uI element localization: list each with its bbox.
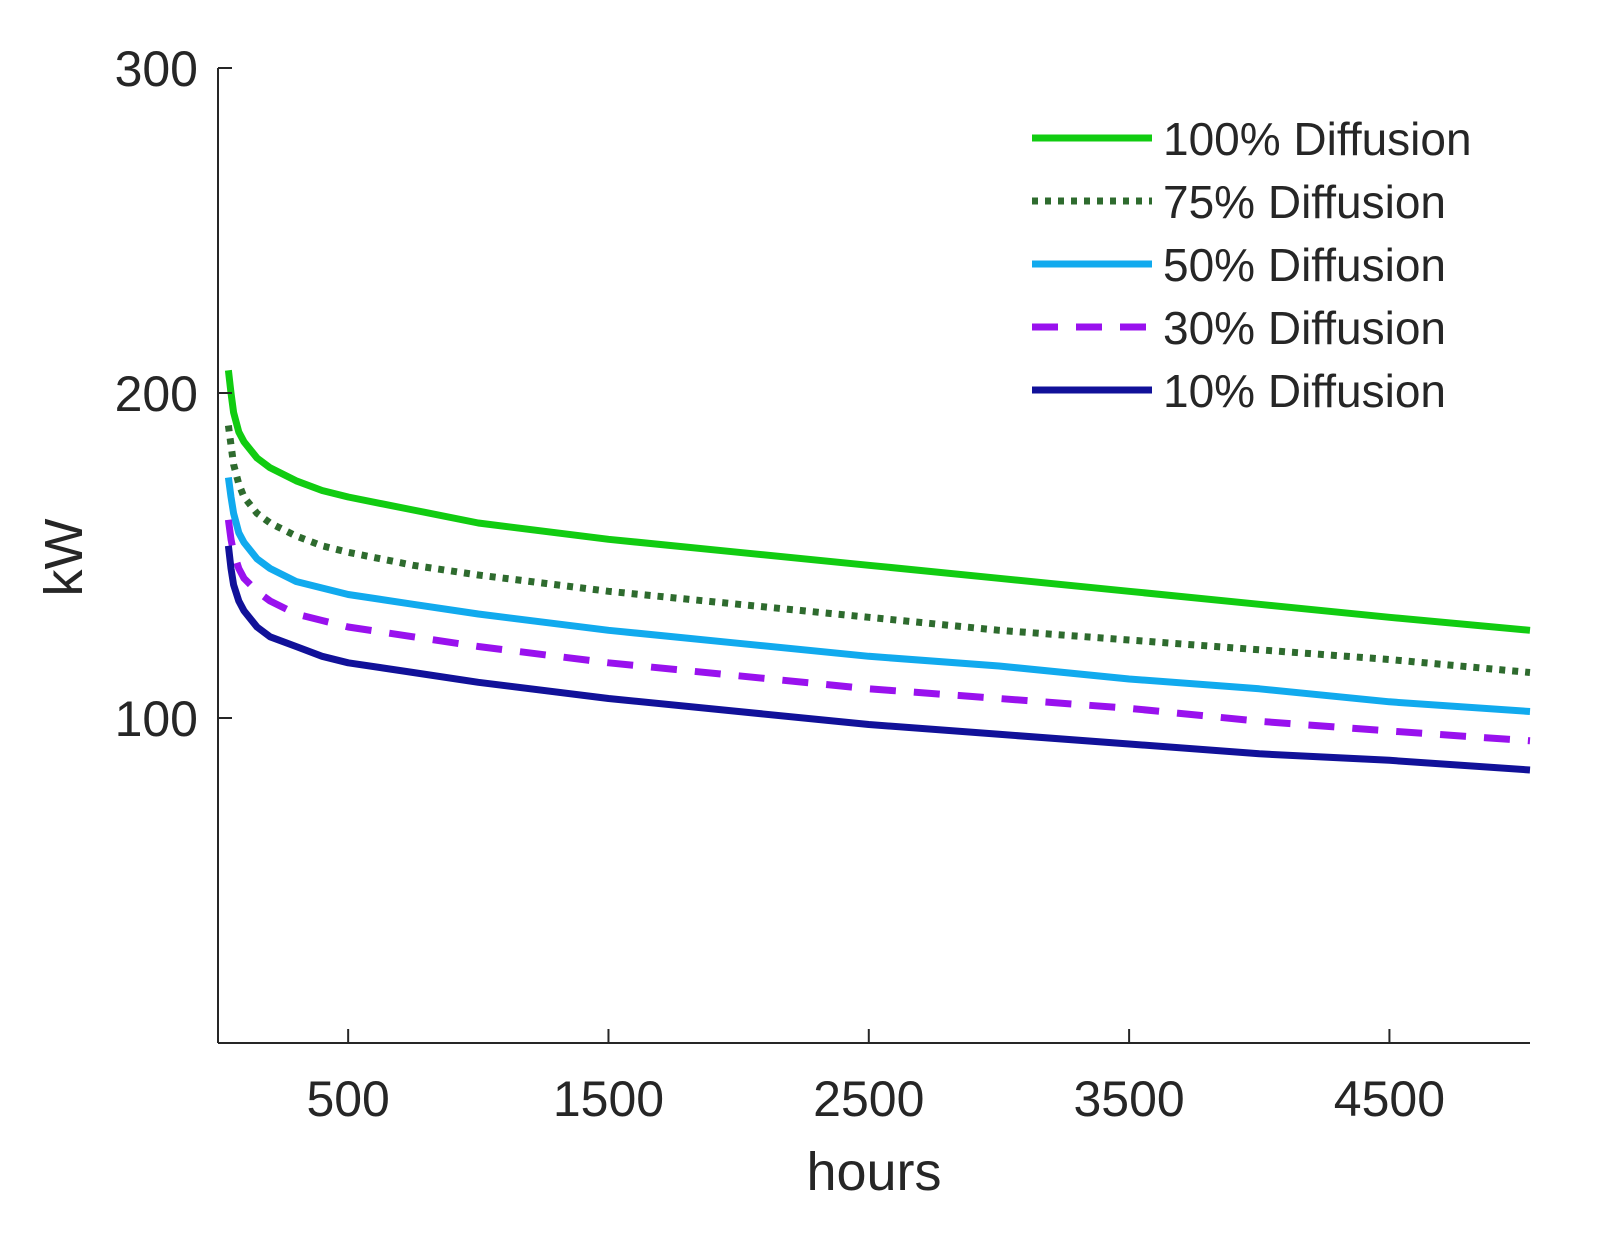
series-layer <box>224 369 1531 774</box>
legend-label: 10% Diffusion <box>1163 365 1446 417</box>
series-line-100-pct-diffusion <box>224 369 1531 634</box>
legend-label: 100% Diffusion <box>1163 113 1472 165</box>
y-tick-label: 100 <box>115 691 198 747</box>
legend: 100% Diffusion 75% Diffusion 50% Diffusion… <box>1032 113 1472 417</box>
series-line-30-pct-diffusion <box>224 519 1531 745</box>
legend-label: 30% Diffusion <box>1163 302 1446 354</box>
x-axis-label: hours <box>806 1142 941 1202</box>
legend-label: 75% Diffusion <box>1163 176 1446 228</box>
series-line-75-pct-diffusion <box>224 425 1531 676</box>
legend-label: 50% Diffusion <box>1163 239 1446 291</box>
x-tick-label: 2500 <box>813 1071 924 1127</box>
x-tick-label: 4500 <box>1334 1071 1445 1127</box>
y-tick-label: 200 <box>115 366 198 422</box>
series-line-10-pct-diffusion <box>224 545 1531 774</box>
x-tick-label: 1500 <box>553 1071 664 1127</box>
series-line-50-pct-diffusion <box>224 477 1531 715</box>
y-tick-label: 300 <box>115 41 198 97</box>
axes <box>217 68 1530 1044</box>
x-tick-label: 500 <box>306 1071 389 1127</box>
ticks: 500 1500 2500 3500 4500 100 200 300 <box>115 41 1445 1127</box>
y-axis-label: kW <box>34 518 94 596</box>
x-tick-label: 3500 <box>1073 1071 1184 1127</box>
